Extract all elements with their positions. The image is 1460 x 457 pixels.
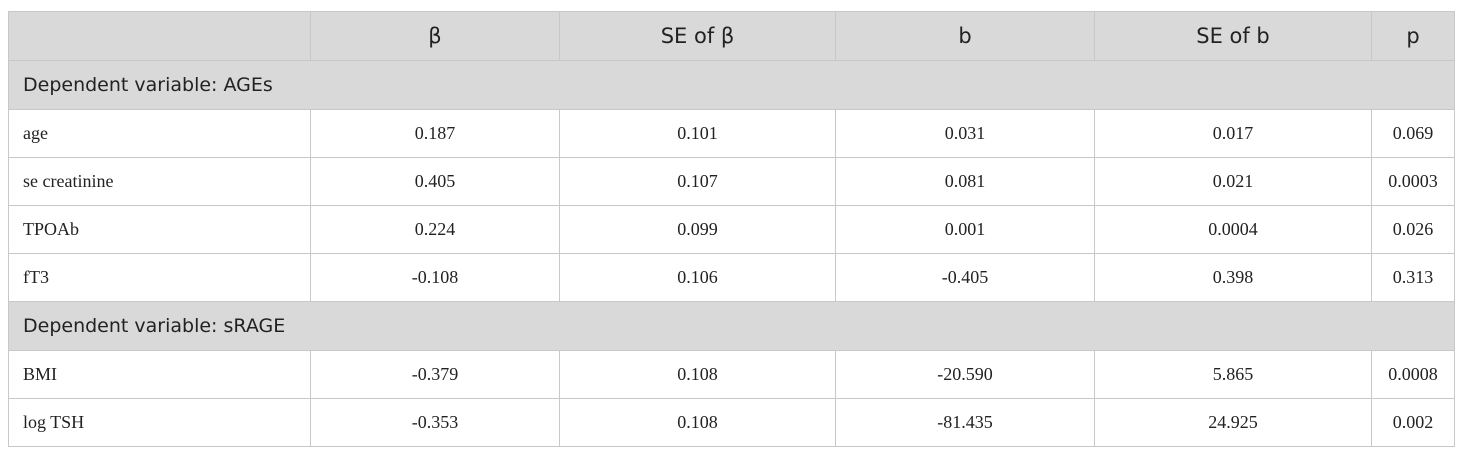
cell-b: 0.001 — [835, 205, 1095, 254]
row-label: se creatinine — [8, 157, 311, 206]
cell-p: 0.026 — [1371, 205, 1455, 254]
table-row: fT3 -0.108 0.106 -0.405 0.398 0.313 — [8, 253, 1455, 302]
table-row: log TSH -0.353 0.108 -81.435 24.925 0.00… — [8, 398, 1455, 447]
cell-se-beta: 0.108 — [559, 398, 836, 447]
section-title: Dependent variable: sRAGE — [8, 301, 1455, 351]
header-se-b: SE of b — [1094, 11, 1372, 61]
cell-se-beta: 0.107 — [559, 157, 836, 206]
cell-se-b: 5.865 — [1094, 350, 1372, 399]
cell-p: 0.069 — [1371, 109, 1455, 158]
cell-beta: 0.187 — [310, 109, 560, 158]
section-title: Dependent variable: AGEs — [8, 60, 1455, 110]
header-p: p — [1371, 11, 1455, 61]
cell-p: 0.002 — [1371, 398, 1455, 447]
row-label: age — [8, 109, 311, 158]
cell-b: 0.081 — [835, 157, 1095, 206]
row-label: BMI — [8, 350, 311, 399]
row-label: fT3 — [8, 253, 311, 302]
cell-se-beta: 0.106 — [559, 253, 836, 302]
cell-se-b: 0.017 — [1094, 109, 1372, 158]
cell-se-b: 0.0004 — [1094, 205, 1372, 254]
cell-se-b: 0.021 — [1094, 157, 1372, 206]
cell-p: 0.313 — [1371, 253, 1455, 302]
regression-table: β SE of β b SE of b p Dependent variable… — [8, 11, 1455, 447]
section-row-ages: Dependent variable: AGEs — [8, 60, 1455, 110]
header-se-beta: SE of β — [559, 11, 836, 61]
cell-b: -0.405 — [835, 253, 1095, 302]
table-row: age 0.187 0.101 0.031 0.017 0.069 — [8, 109, 1455, 158]
cell-p: 0.0003 — [1371, 157, 1455, 206]
cell-se-beta: 0.099 — [559, 205, 836, 254]
cell-b: -20.590 — [835, 350, 1095, 399]
cell-beta: 0.224 — [310, 205, 560, 254]
header-b: b — [835, 11, 1095, 61]
cell-beta: -0.353 — [310, 398, 560, 447]
header-row: β SE of β b SE of b p — [8, 11, 1455, 61]
table-row: TPOAb 0.224 0.099 0.001 0.0004 0.026 — [8, 205, 1455, 254]
cell-b: -81.435 — [835, 398, 1095, 447]
section-row-srage: Dependent variable: sRAGE — [8, 301, 1455, 351]
cell-se-b: 24.925 — [1094, 398, 1372, 447]
cell-se-beta: 0.108 — [559, 350, 836, 399]
cell-se-b: 0.398 — [1094, 253, 1372, 302]
header-beta: β — [310, 11, 560, 61]
cell-beta: -0.379 — [310, 350, 560, 399]
cell-b: 0.031 — [835, 109, 1095, 158]
row-label: TPOAb — [8, 205, 311, 254]
cell-se-beta: 0.101 — [559, 109, 836, 158]
table-row: se creatinine 0.405 0.107 0.081 0.021 0.… — [8, 157, 1455, 206]
cell-p: 0.0008 — [1371, 350, 1455, 399]
table-row: BMI -0.379 0.108 -20.590 5.865 0.0008 — [8, 350, 1455, 399]
header-empty — [8, 11, 311, 61]
cell-beta: -0.108 — [310, 253, 560, 302]
regression-table-container: β SE of β b SE of b p Dependent variable… — [8, 11, 1455, 447]
cell-beta: 0.405 — [310, 157, 560, 206]
row-label: log TSH — [8, 398, 311, 447]
